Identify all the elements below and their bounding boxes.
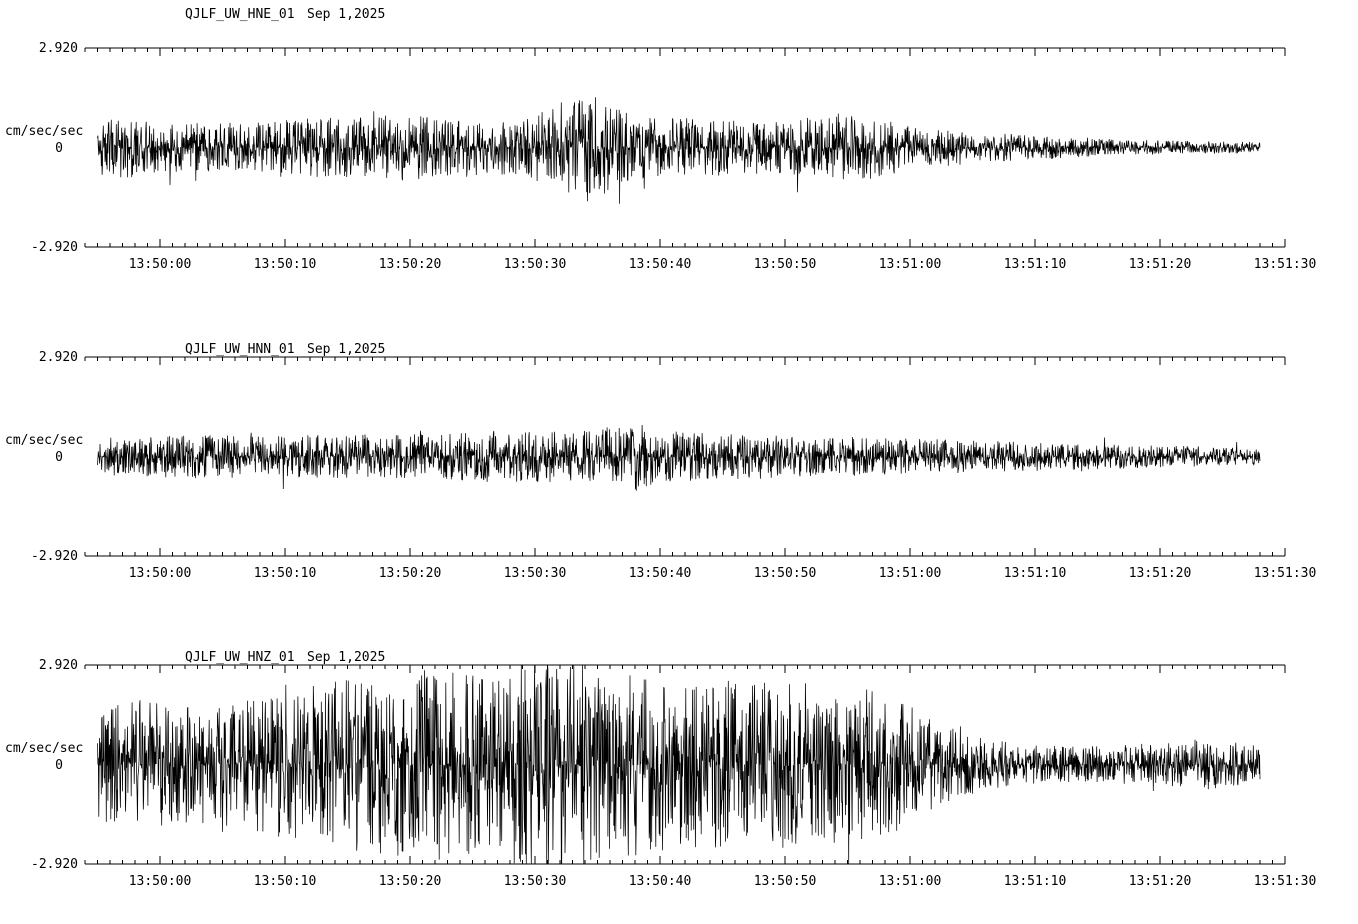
time-tick-label: 13:51:10 (1004, 566, 1067, 581)
ytick-label-zero: 0 (55, 141, 63, 156)
time-tick-label: 13:50:00 (129, 257, 192, 272)
time-tick-label: 13:51:00 (879, 566, 942, 581)
time-tick-label: 13:50:50 (754, 257, 817, 272)
seismogram-panel-hnz: 13:50:00 13:50:10 13:50:20 13:50:30 13:50:40… (84, 664, 1317, 889)
time-tick-label: 13:50:20 (379, 566, 442, 581)
time-tick-label: 13:50:10 (254, 566, 317, 581)
time-tick-label: 13:51:10 (1004, 874, 1067, 889)
time-tick-label: 13:51:20 (1129, 257, 1192, 272)
time-tick-label: 13:50:50 (754, 874, 817, 889)
time-tick-label: 13:50:40 (629, 874, 692, 889)
time-tick-label: 13:50:30 (504, 566, 567, 581)
time-tick-label: 13:50:40 (629, 566, 692, 581)
time-tick-label: 13:51:10 (1004, 257, 1067, 272)
time-tick-label: 13:51:20 (1129, 874, 1192, 889)
panel-title-date: Sep 1,2025 (307, 7, 385, 22)
ytick-label-min: -2.920 (31, 240, 78, 255)
seismogram-panel-hnn: 13:50:00 13:50:10 13:50:20 13:50:30 13:50:40… (84, 356, 1317, 581)
time-tick-label: 13:50:40 (629, 257, 692, 272)
time-tick-label: 13:50:20 (379, 874, 442, 889)
ytick-label-min: -2.920 (31, 857, 78, 872)
ytick-label-zero: 0 (55, 450, 63, 465)
time-tick-label: 13:51:20 (1129, 566, 1192, 581)
time-tick-label: 13:50:10 (254, 257, 317, 272)
ytick-label-min: -2.920 (31, 549, 78, 564)
time-tick-label: 13:51:00 (879, 874, 942, 889)
panel-title-station: QJLF_UW_HNE_01 (185, 7, 295, 22)
time-tick-label: 13:51:30 (1254, 566, 1317, 581)
time-tick-label: 13:50:00 (129, 566, 192, 581)
time-tick-label: 13:51:00 (879, 257, 942, 272)
ytick-label-zero: 0 (55, 758, 63, 773)
panel-title-station: QJLF_UW_HNN_01 (185, 342, 295, 357)
ytick-label-max: 2.920 (39, 658, 78, 673)
time-tick-label: 13:50:50 (754, 566, 817, 581)
y-axis-unit-label: cm/sec/sec (5, 433, 83, 448)
waveform-trace (97, 664, 1261, 865)
ytick-label-max: 2.920 (39, 41, 78, 56)
time-tick-label: 13:51:30 (1254, 257, 1317, 272)
time-tick-label: 13:51:30 (1254, 874, 1317, 889)
time-tick-label: 13:50:10 (254, 874, 317, 889)
seismogram-panel-hne: 13:50:00 13:50:10 13:50:20 13:50:30 13:50:40… (84, 47, 1317, 272)
waveform-trace (97, 424, 1261, 491)
waveform-trace (97, 97, 1261, 204)
time-tick-label: 13:50:20 (379, 257, 442, 272)
panel-title-station: QJLF_UW_HNZ_01 (185, 650, 295, 665)
time-tick-label: 13:50:30 (504, 874, 567, 889)
panel-title-date: Sep 1,2025 (307, 650, 385, 665)
y-axis-unit-label: cm/sec/sec (5, 124, 83, 139)
time-tick-label: 13:50:00 (129, 874, 192, 889)
panel-title-date: Sep 1,2025 (307, 342, 385, 357)
y-axis-unit-label: cm/sec/sec (5, 741, 83, 756)
time-tick-label: 13:50:30 (504, 257, 567, 272)
ytick-label-max: 2.920 (39, 350, 78, 365)
